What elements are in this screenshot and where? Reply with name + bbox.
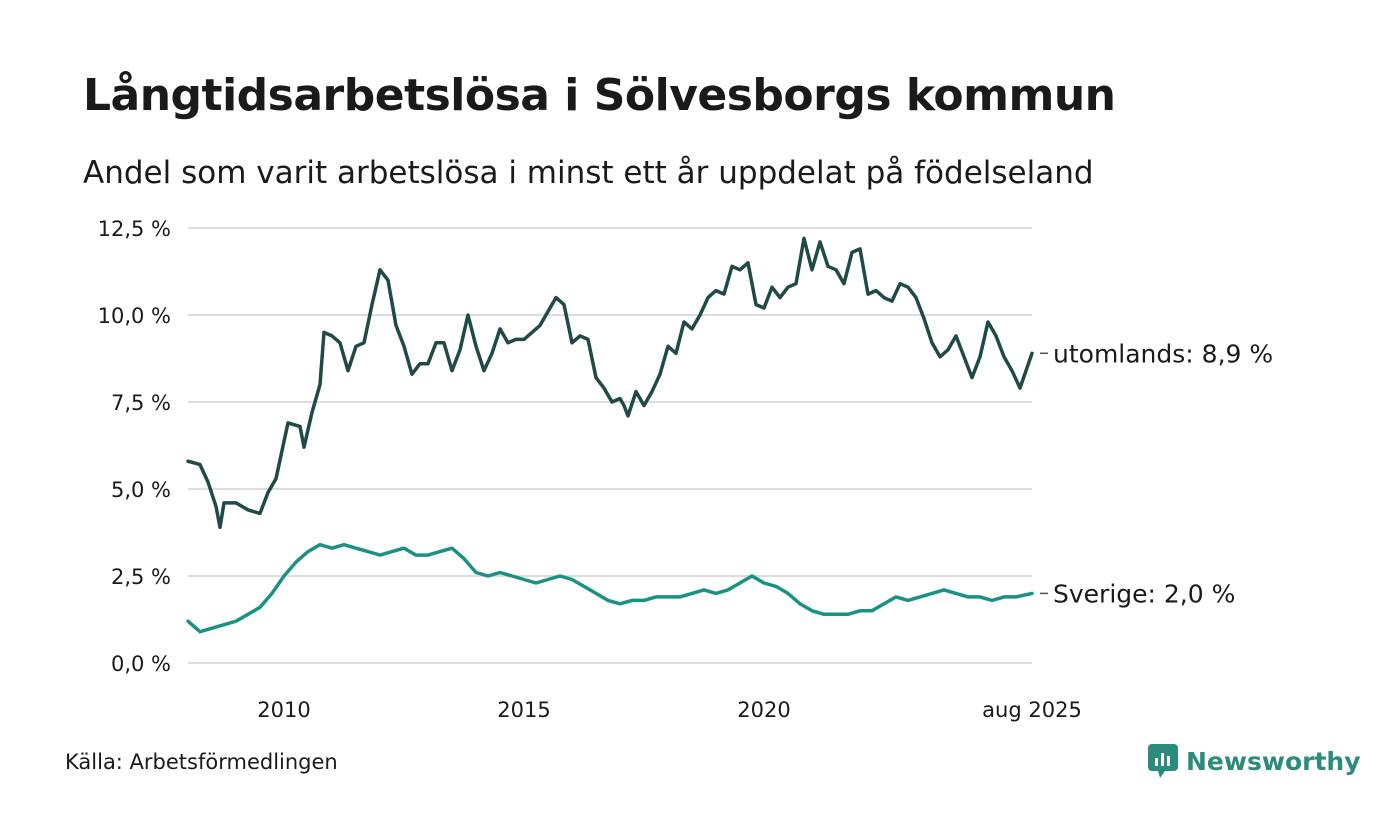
x-tick-label: aug 2025 xyxy=(982,698,1082,722)
chart-subtitle: Andel som varit arbetslösa i minst ett å… xyxy=(83,155,1094,191)
y-tick-label: 2,5 % xyxy=(111,565,171,589)
grid-lines xyxy=(188,227,1032,664)
x-tick-label: 2020 xyxy=(737,698,790,722)
newsworthy-logo-icon xyxy=(1148,744,1178,778)
y-axis-tick-labels: 0,0 % 2,5 % 5,0 % 7,5 % 10,0 % 12,5 % xyxy=(98,217,171,676)
y-tick-label: 12,5 % xyxy=(98,217,171,241)
series-line-sverige xyxy=(186,542,1034,634)
series-lines xyxy=(186,236,1034,634)
series-label-utomlands: utomlands: 8,9 % xyxy=(1053,339,1273,368)
series-label-sverige: Sverige: 2,0 % xyxy=(1053,579,1235,608)
y-tick-label: 10,0 % xyxy=(98,304,171,328)
x-tick-label: 2010 xyxy=(257,698,310,722)
chart-title: Långtidsarbetslösa i Sölvesborgs kommun xyxy=(83,70,1116,121)
y-tick-label: 0,0 % xyxy=(111,652,171,676)
series-line-utomlands xyxy=(186,236,1034,530)
x-axis-tick-labels: 2010 2015 2020 aug 2025 xyxy=(257,698,1082,722)
series-end-labels: utomlands: 8,9 % Sverige: 2,0 % xyxy=(1040,339,1273,608)
x-tick-label: 2015 xyxy=(497,698,550,722)
brand-name: Newsworthy xyxy=(1186,746,1361,776)
y-tick-label: 5,0 % xyxy=(111,478,171,502)
y-tick-label: 7,5 % xyxy=(111,391,171,415)
brand-logo: Newsworthy xyxy=(1148,744,1361,778)
source-note: Källa: Arbetsförmedlingen xyxy=(65,750,338,774)
